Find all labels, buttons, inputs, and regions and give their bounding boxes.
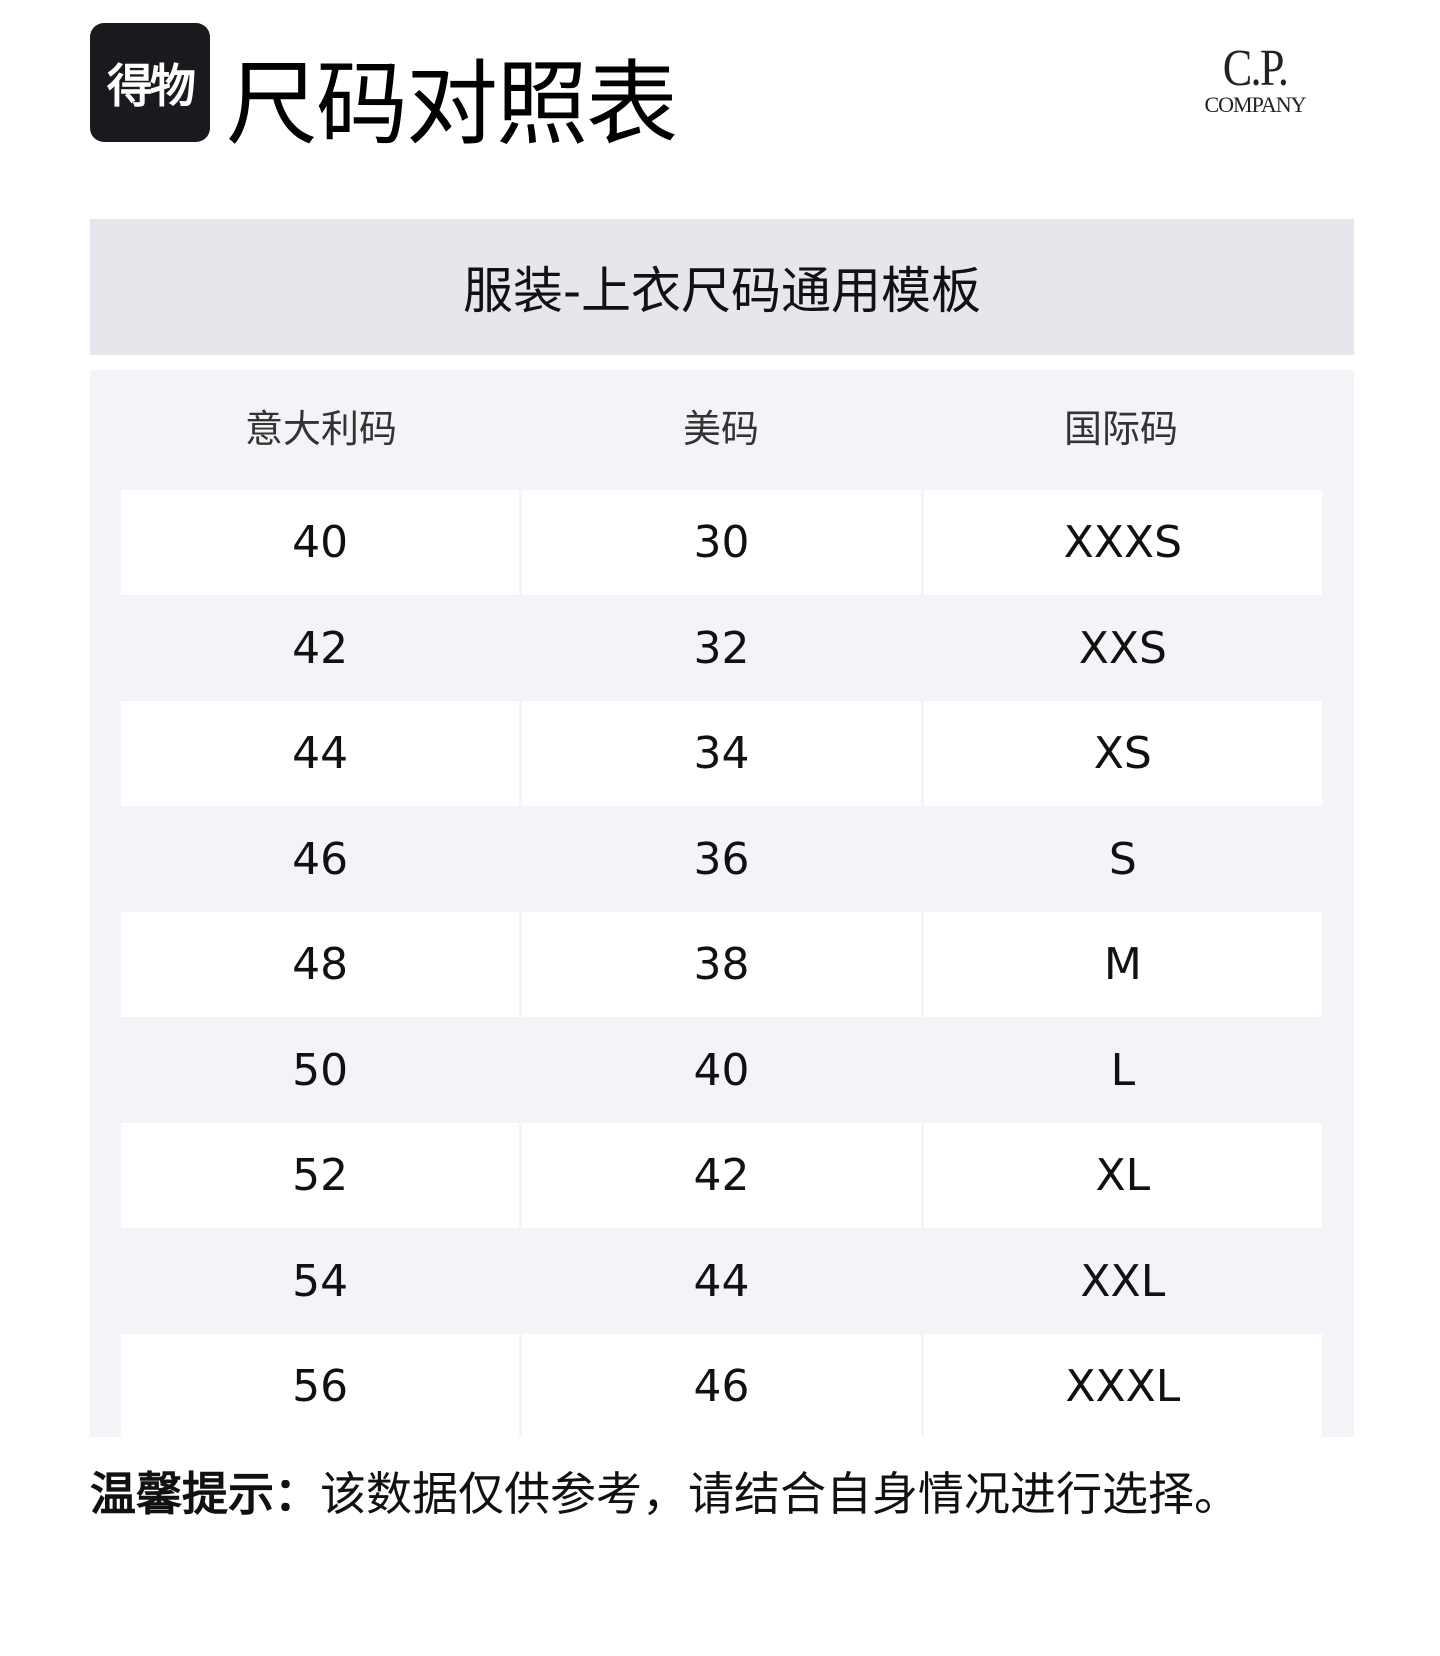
footer-text: 该数据仅供参考，请结合自身情况进行选择。 xyxy=(320,1467,1240,1521)
table-cell: XS xyxy=(923,701,1322,806)
table-cell: M xyxy=(923,912,1322,1017)
table-row: 52 42 XL xyxy=(121,1123,1322,1228)
table-cell: S xyxy=(1108,833,1137,885)
table-cell: 44 xyxy=(693,1255,750,1307)
footer-note: 温馨提示：该数据仅供参考，请结合自身情况进行选择。 xyxy=(90,1458,1240,1524)
table-cell: 50 xyxy=(292,1044,349,1096)
brand-logo: C.P. COMPANY xyxy=(1195,40,1315,117)
table-row: 44 34 XS xyxy=(121,701,1322,806)
table-cell: 44 xyxy=(121,701,520,806)
section-title-text: 服装-上衣尺码通用模板 xyxy=(462,262,982,320)
brand-logo-company: COMPANY xyxy=(1204,92,1306,117)
table-cell: 46 xyxy=(522,1334,921,1437)
table-cell: 42 xyxy=(522,1123,921,1228)
table-cell: 36 xyxy=(693,833,750,885)
table-cell: 38 xyxy=(522,912,921,1017)
size-table: 意大利码 美码 国际码 40 30 XXXS 42 32 XXS 44 34 XS 46 36 S 48… xyxy=(90,370,1354,1437)
table-cell: 30 xyxy=(522,490,921,595)
table-row: 48 38 M xyxy=(121,912,1322,1017)
table-cell: 56 xyxy=(121,1334,520,1437)
table-cell: XL xyxy=(923,1123,1322,1228)
brand-logo-cp: C.P. xyxy=(1222,40,1289,97)
table-cell: 40 xyxy=(693,1044,750,1096)
table-cell: 42 xyxy=(292,622,349,674)
table-row: 46 36 S xyxy=(121,807,1322,912)
table-cell: 52 xyxy=(121,1123,520,1228)
table-cell: XXXL xyxy=(923,1334,1322,1437)
table-row: 42 32 XXS xyxy=(121,596,1322,701)
table-cell: 34 xyxy=(522,701,921,806)
table-cell: L xyxy=(1110,1044,1136,1096)
table-cell: XXS xyxy=(1078,622,1167,674)
column-header-italy: 意大利码 xyxy=(244,407,397,451)
table-row: 40 30 XXXS xyxy=(121,490,1322,595)
table-cell: 40 xyxy=(121,490,520,595)
table-cell: 32 xyxy=(693,622,750,674)
table-cell: XXXS xyxy=(923,490,1322,595)
table-cell: 46 xyxy=(292,833,349,885)
table-row: 50 40 L xyxy=(121,1018,1322,1123)
column-header-us: 美码 xyxy=(682,407,759,451)
column-header-international: 国际码 xyxy=(1063,407,1178,451)
logo-text: 得物 xyxy=(107,58,196,113)
page-title: 尺码对照表 xyxy=(226,51,678,158)
table-cell: 48 xyxy=(121,912,520,1017)
table-cell: XXL xyxy=(1080,1255,1166,1307)
section-title: 服装-上衣尺码通用模板 xyxy=(90,219,1354,355)
footer-label: 温馨提示： xyxy=(90,1467,320,1521)
table-row: 56 46 XXXL xyxy=(121,1334,1322,1437)
dewu-logo: 得物 xyxy=(90,23,210,142)
table-cell: 54 xyxy=(292,1255,349,1307)
table-row: 54 44 XXL xyxy=(121,1229,1322,1334)
table-header: 意大利码 美码 国际码 xyxy=(121,398,1321,453)
